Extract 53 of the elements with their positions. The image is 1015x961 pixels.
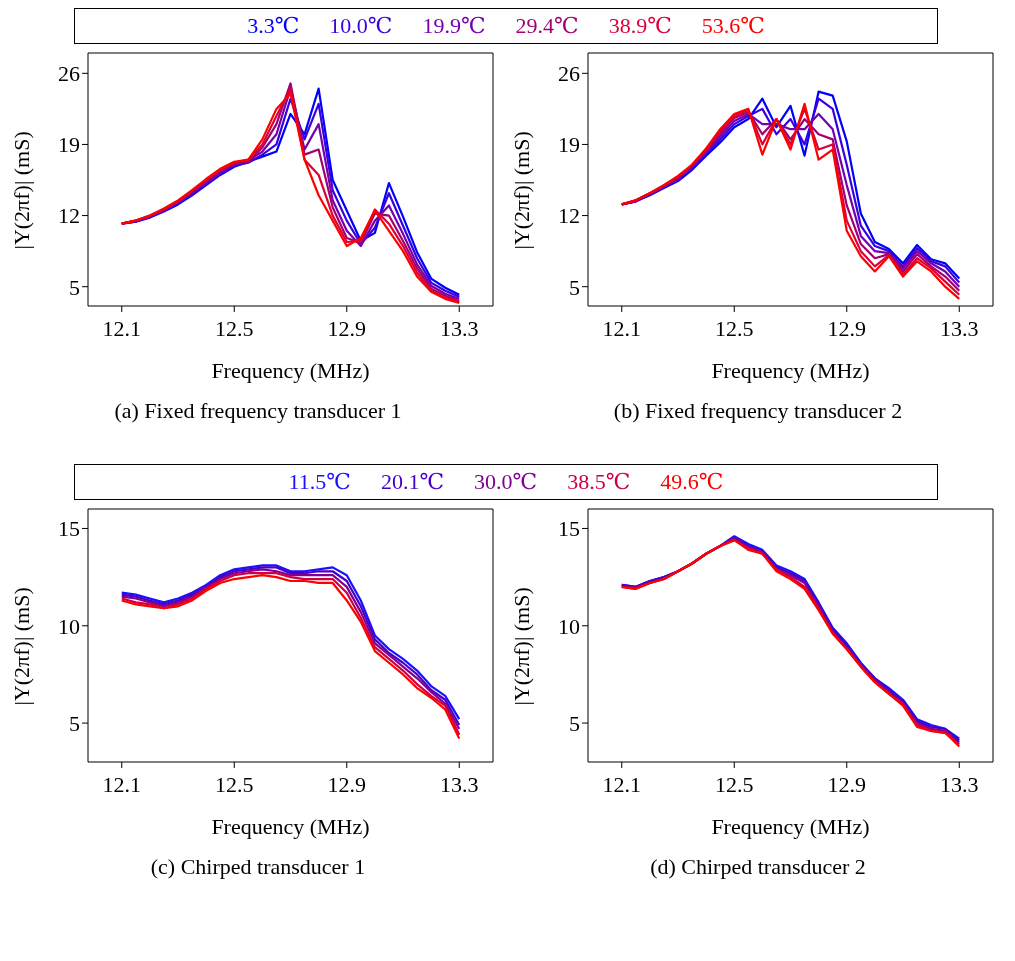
x-tick-label: 12.9 (827, 315, 866, 341)
y-tick-label: 15 (558, 516, 580, 542)
y-tick-label: 26 (58, 61, 80, 87)
text: 53.6℃ (701, 13, 765, 39)
y-tick-label: 5 (69, 710, 80, 736)
text: 38.9℃ (608, 13, 672, 39)
y-tick-label: 26 (558, 61, 580, 87)
text: 29.4℃ (515, 13, 579, 39)
x-axis-title: Frequency (MHz) (711, 814, 870, 839)
y-tick-label: 15 (58, 516, 80, 542)
x-axis-title: Frequency (MHz) (211, 358, 370, 383)
x-axis-title: Frequency (MHz) (711, 358, 870, 383)
y-tick-label: 19 (58, 132, 80, 158)
x-tick-label: 12.5 (215, 771, 254, 797)
x-tick-label: 13.3 (440, 771, 479, 797)
text: 49.6℃ (660, 469, 724, 495)
x-tick-label: 12.5 (215, 315, 254, 341)
x-tick-label: 13.3 (940, 315, 979, 341)
y-tick-label: 5 (69, 274, 80, 300)
text: (d) Chirped transducer 2 (649, 854, 867, 880)
text: 10.0℃ (329, 13, 393, 39)
text: (a) Fixed frequency transducer 1 (113, 398, 403, 424)
text: 30.0℃ (474, 469, 538, 495)
y-axis-title: |Y(2πf)| (mS) (508, 587, 534, 706)
y-tick-label: 10 (558, 613, 580, 639)
text: 20.1℃ (380, 469, 445, 495)
text: 11.5℃ (288, 469, 351, 495)
x-tick-label: 12.1 (102, 315, 141, 341)
text: 3.3℃ (247, 13, 300, 39)
y-tick-label: 5 (569, 710, 580, 736)
text: (b) Fixed frequency transducer 2 (612, 398, 904, 424)
y-axis-title: |Y(2πf)| (mS) (8, 131, 34, 250)
text: 19.9℃ (422, 13, 486, 39)
x-tick-label: 12.1 (602, 315, 641, 341)
y-axis-title: |Y(2πf)| (mS) (508, 131, 534, 250)
x-tick-label: 13.3 (440, 315, 479, 341)
y-tick-label: 12 (558, 203, 580, 229)
x-tick-label: 12.9 (327, 315, 366, 341)
y-tick-label: 5 (569, 274, 580, 300)
text: (c) Chirped transducer 1 (149, 854, 367, 880)
y-tick-label: 10 (58, 613, 80, 639)
x-axis-title: Frequency (MHz) (211, 814, 370, 839)
x-tick-label: 13.3 (940, 771, 979, 797)
x-tick-label: 12.9 (327, 771, 366, 797)
x-tick-label: 12.5 (715, 771, 754, 797)
x-tick-label: 12.1 (602, 771, 641, 797)
y-tick-label: 12 (58, 203, 80, 229)
x-tick-label: 12.5 (715, 315, 754, 341)
y-tick-label: 19 (558, 132, 580, 158)
x-tick-label: 12.9 (827, 771, 866, 797)
text: 38.5℃ (567, 469, 631, 495)
x-tick-label: 12.1 (102, 771, 141, 797)
y-axis-title: |Y(2πf)| (mS) (8, 587, 34, 706)
